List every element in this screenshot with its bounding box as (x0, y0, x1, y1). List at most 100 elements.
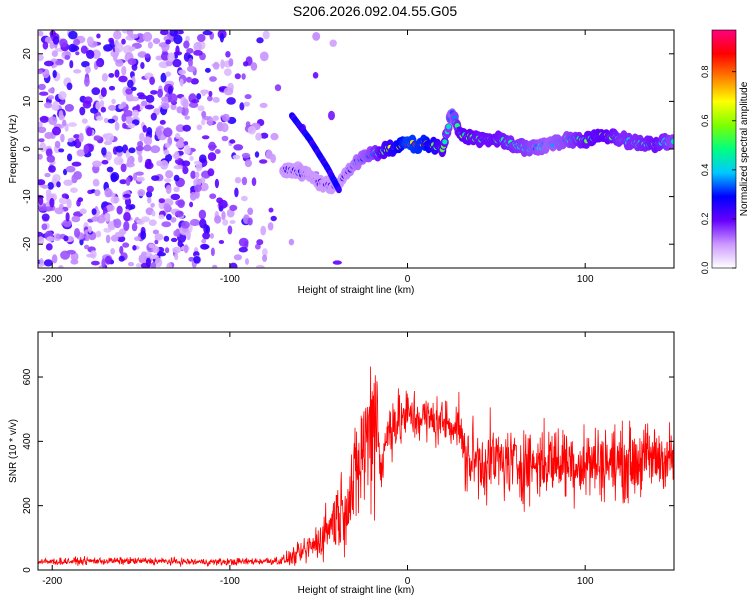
spectrogram-cell (41, 213, 50, 222)
spectrogram-cell (142, 124, 147, 133)
spectrogram-cell (65, 212, 70, 222)
spectrogram-cell (86, 49, 95, 60)
spectrogram-cell (79, 106, 86, 116)
spectrogram-cell (209, 233, 214, 239)
spectrogram-cell (189, 201, 194, 208)
spectrogram-cell (158, 42, 169, 48)
spectrogram-cell (48, 165, 56, 173)
spectrogram-cell (241, 152, 251, 159)
spectrogram-cell (179, 78, 184, 87)
spectrogram-cell (151, 210, 156, 217)
spectrogram-cell (44, 102, 53, 109)
spectrogram-cell (167, 85, 173, 95)
spectrogram-cell (111, 98, 116, 105)
snr-series-layer (38, 366, 674, 567)
spectrogram-cell (262, 254, 268, 262)
spectrogram-cell (146, 127, 153, 136)
spectrogram-cell (132, 245, 137, 251)
spectrogram-cell (144, 53, 151, 59)
spectrogram-cell (150, 254, 158, 260)
spectrogram-cell (118, 255, 125, 262)
spectrogram-cell (332, 260, 342, 265)
spectrogram-cell (38, 153, 43, 160)
spectrogram-cell (141, 100, 148, 107)
y-tick-label: 400 (22, 433, 33, 450)
spectrogram-cell (143, 144, 152, 152)
spectrogram-cell (127, 123, 136, 129)
spectrogram-cell (163, 178, 172, 183)
spectrogram-cell (61, 119, 67, 127)
spectrogram-cell (226, 97, 236, 105)
spectrogram-cell (96, 215, 106, 224)
spectrogram-cell (229, 204, 238, 211)
spectrogram-cell (229, 220, 236, 224)
spectrogram-cell (122, 193, 131, 198)
spectrogram-cell (150, 261, 157, 268)
spectrogram-cell (86, 253, 96, 258)
spectrogram-cell (92, 160, 102, 168)
spectrogram-cell (165, 170, 174, 179)
spectrogram-cell (186, 230, 191, 241)
spectrogram-cell (73, 134, 80, 139)
spectrogram-cell (93, 135, 102, 140)
spectrogram-cell (63, 235, 69, 242)
spectrogram-cell (66, 82, 73, 91)
spectrogram-cell (145, 94, 155, 103)
spectrogram-cell (121, 101, 127, 108)
spectrogram-cell (69, 60, 74, 69)
y-tick-label: 0 (22, 567, 33, 573)
spectrogram-cell (108, 104, 117, 111)
spectrogram-cell (136, 176, 145, 182)
spectrogram-cell (38, 195, 44, 206)
spectrogram-cell (250, 62, 258, 71)
spectrogram-cell (51, 50, 59, 57)
spectrogram-cell (208, 141, 217, 151)
spectrogram-cell (79, 238, 84, 246)
spectrogram-cell (52, 70, 57, 78)
spectrogram-cell (46, 236, 55, 242)
spectrogram-cell (190, 78, 199, 85)
colorbar-frame (711, 29, 737, 269)
spectrogram-cell (202, 30, 213, 36)
x-tick-label: 100 (577, 274, 594, 285)
spectrogram-cell (247, 217, 253, 226)
spectrogram-cell (172, 58, 182, 68)
spectrogram-cell (91, 208, 97, 216)
spectrogram-cell (256, 239, 264, 246)
spectrogram-cell (128, 46, 136, 52)
spectrogram-cell (212, 96, 220, 103)
snr-frame (37, 331, 675, 571)
spectrogram-cell (60, 250, 71, 260)
spectrogram-cell (167, 52, 175, 62)
spectrogram-cell (122, 242, 130, 248)
spectrogram-cell (255, 264, 265, 268)
spectrogram-cell (79, 208, 87, 215)
spectrogram-cell (140, 62, 145, 69)
spectrogram-cell (127, 261, 135, 267)
spectrogram-cell (52, 100, 59, 111)
spectrogram-cell (181, 106, 189, 117)
spectrogram-cell (163, 127, 173, 138)
spectrogram-cell (60, 133, 65, 143)
spectrogram-cell (165, 71, 172, 77)
spectrogram-cell (214, 215, 222, 224)
spectrogram-cell (312, 72, 319, 79)
spectrogram-cell (134, 236, 141, 241)
colorbar-tick-label: 0.6 (700, 115, 710, 128)
spectrogram-cell (54, 140, 61, 149)
spectrogram-cell (103, 44, 114, 52)
spectrogram-cell (49, 41, 55, 49)
spectrogram-cell (83, 144, 89, 155)
spectrogram-cell (131, 109, 140, 117)
spectrogram-cell (85, 65, 91, 74)
spectrogram-cell (270, 215, 277, 222)
spectrogram-cell (227, 225, 233, 235)
spectrogram-cell (209, 193, 217, 199)
spectrogram-cell (131, 222, 138, 232)
spectrogram-cell (233, 254, 242, 261)
spectrogram-cell (247, 125, 256, 135)
colorbar-gradient (712, 30, 736, 268)
spectrogram-cell (118, 75, 128, 83)
spectrogram-cell (238, 237, 249, 247)
